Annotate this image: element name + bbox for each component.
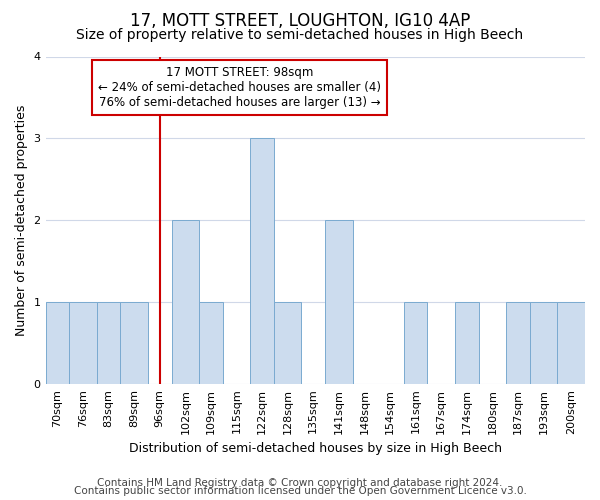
Bar bbox=[530, 302, 557, 384]
Bar bbox=[172, 220, 199, 384]
Text: Contains public sector information licensed under the Open Government Licence v3: Contains public sector information licen… bbox=[74, 486, 526, 496]
Text: 17, MOTT STREET, LOUGHTON, IG10 4AP: 17, MOTT STREET, LOUGHTON, IG10 4AP bbox=[130, 12, 470, 30]
Bar bbox=[250, 138, 274, 384]
Bar bbox=[455, 302, 479, 384]
Text: Contains HM Land Registry data © Crown copyright and database right 2024.: Contains HM Land Registry data © Crown c… bbox=[97, 478, 503, 488]
Bar bbox=[199, 302, 223, 384]
Bar bbox=[325, 220, 353, 384]
Bar bbox=[404, 302, 427, 384]
Text: 17 MOTT STREET: 98sqm
← 24% of semi-detached houses are smaller (4)
76% of semi-: 17 MOTT STREET: 98sqm ← 24% of semi-deta… bbox=[98, 66, 381, 110]
Bar bbox=[274, 302, 301, 384]
Bar bbox=[506, 302, 530, 384]
Bar bbox=[97, 302, 121, 384]
Text: Size of property relative to semi-detached houses in High Beech: Size of property relative to semi-detach… bbox=[76, 28, 524, 42]
Bar bbox=[121, 302, 148, 384]
Bar bbox=[69, 302, 97, 384]
Bar bbox=[557, 302, 585, 384]
Y-axis label: Number of semi-detached properties: Number of semi-detached properties bbox=[15, 104, 28, 336]
Bar bbox=[46, 302, 69, 384]
X-axis label: Distribution of semi-detached houses by size in High Beech: Distribution of semi-detached houses by … bbox=[129, 442, 502, 455]
